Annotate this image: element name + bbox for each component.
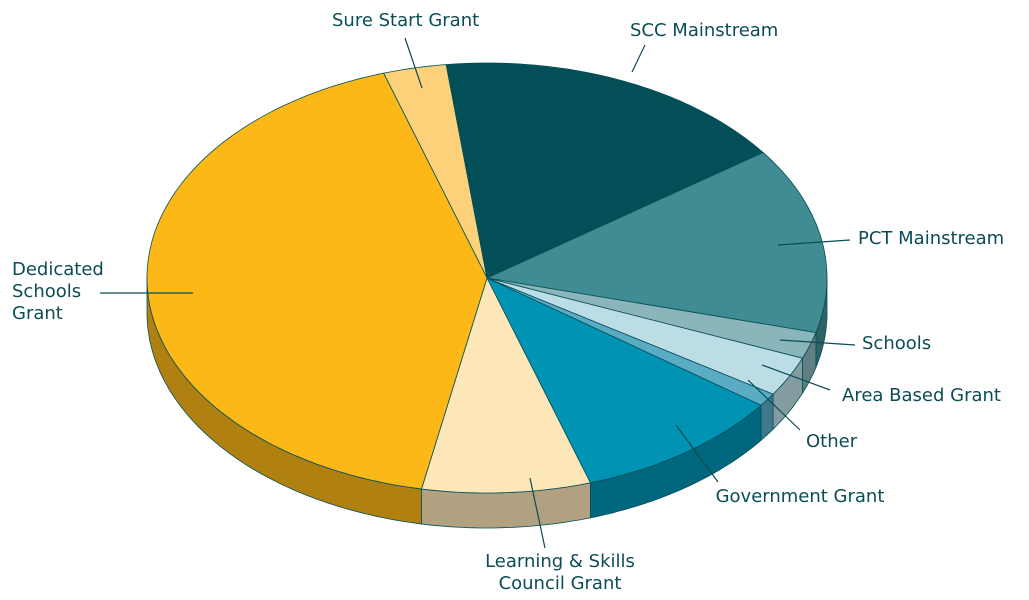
slice-label: SCC Mainstream [630,20,779,41]
slice-label: Schools [862,333,932,354]
slice-label: PCT Mainstream [858,228,1005,249]
pie-slice [146,72,488,490]
pie-slice [486,277,762,484]
slice-label: Learning & Skills Council Grant [485,551,635,594]
slice-label: Government Grant [715,486,885,507]
pie-slice [485,152,828,334]
pie-slice [420,276,591,494]
leader-line [529,477,546,549]
leader-line [675,424,719,483]
pie-slice [486,277,817,359]
slice-label: Dedicated Schools Grant [12,259,104,324]
leader-line [747,379,801,431]
leader-line [404,37,423,89]
leader-line [761,364,831,391]
leader-line [779,339,856,346]
leader-line [777,239,851,246]
slice-label: Sure Start Grant [332,10,480,31]
leader-line [631,44,646,73]
pie-slice [486,277,804,395]
slice-label: Other [806,431,858,452]
slice-label: Area Based Grant [842,385,1001,406]
pie-slice [445,62,764,279]
